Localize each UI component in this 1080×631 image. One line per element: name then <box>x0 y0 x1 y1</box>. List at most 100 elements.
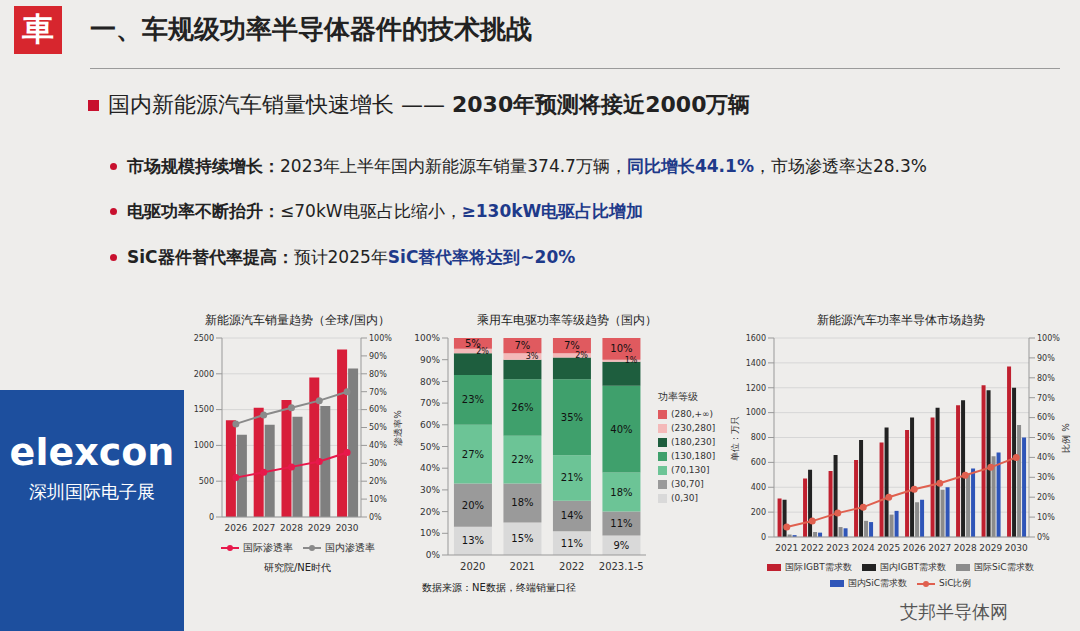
svg-text:0: 0 <box>761 533 766 542</box>
svg-text:80%: 80% <box>1037 374 1055 383</box>
html-text:一、车规级功率半导体器件的技术挑战: 一、车规级功率半导体器件的技术挑战 <box>90 14 532 44</box>
svg-text:23%: 23% <box>462 394 484 405</box>
svg-text:2027: 2027 <box>928 543 951 553</box>
svg-text:2028: 2028 <box>954 543 977 553</box>
svg-text:40%: 40% <box>1037 453 1055 462</box>
svg-text:1000: 1000 <box>194 441 214 450</box>
svg-text:30%: 30% <box>369 459 387 468</box>
svg-text:13%: 13% <box>462 535 484 546</box>
svg-text:1600: 1600 <box>746 334 766 343</box>
html-text:电驱功率不断抬升：≤70kW电驱占比缩小，≥130kW电驱占: 电驱功率不断抬升：≤70kW电驱占比缩小，≥130kW电驱占比增加 <box>127 201 644 221</box>
svg-text:90%: 90% <box>420 355 440 365</box>
svg-text:26%: 26% <box>511 402 533 413</box>
svg-text:2028: 2028 <box>280 523 303 533</box>
svg-text:2023.1-5: 2023.1-5 <box>599 561 644 572</box>
svg-text:5%: 5% <box>465 338 481 349</box>
svg-text:2023: 2023 <box>826 543 849 553</box>
svg-text:10%: 10% <box>420 528 440 538</box>
svg-text:60%: 60% <box>420 420 440 430</box>
svg-text:50%: 50% <box>369 423 387 432</box>
svg-text:2021: 2021 <box>510 561 535 572</box>
svg-text:1%: 1% <box>625 356 638 365</box>
svg-text:90%: 90% <box>1037 354 1055 363</box>
svg-text:1500: 1500 <box>194 405 214 414</box>
html-text:新能源汽车销量趋势（全球/国内）: 新能源汽车销量趋势（全球/国内） <box>205 313 390 327</box>
svg-text:2000: 2000 <box>194 370 214 379</box>
svg-text:27%: 27% <box>462 449 484 460</box>
svg-text:2029: 2029 <box>308 523 331 533</box>
html-text:艾邦半导体网: 艾邦半导体网 <box>900 601 1008 622</box>
svg-text:400: 400 <box>751 483 766 492</box>
svg-text:9%: 9% <box>614 540 630 551</box>
svg-text:40%: 40% <box>610 424 632 435</box>
svg-text:18%: 18% <box>610 487 632 498</box>
svg-text:0%: 0% <box>369 513 382 522</box>
html-text:深圳国际电子展: 深圳国际电子展 <box>29 481 155 502</box>
html-text:SiC器件替代率提高：预计2025年SiC替代率将达到~20: SiC器件替代率提高：预计2025年SiC替代率将达到~20% <box>127 247 576 267</box>
svg-text:800: 800 <box>751 433 766 442</box>
svg-text:50%: 50% <box>1037 433 1055 442</box>
svg-text:90%: 90% <box>369 352 387 361</box>
svg-text:2027: 2027 <box>252 523 275 533</box>
svg-text:3%: 3% <box>526 352 539 361</box>
html-text:市场规模持续增长：2023年上半年国内新能源车销量374.7: 市场规模持续增长：2023年上半年国内新能源车销量374.7万辆，同比增长44.… <box>127 156 927 176</box>
svg-text:70%: 70% <box>369 388 387 397</box>
svg-text:40%: 40% <box>369 441 387 450</box>
svg-text:100%: 100% <box>414 333 440 343</box>
svg-text:80%: 80% <box>420 377 440 387</box>
html-text:elexcon: elexcon <box>9 430 175 474</box>
svg-text:600: 600 <box>751 458 766 467</box>
svg-text:0: 0 <box>209 513 214 522</box>
svg-text:14%: 14% <box>561 510 583 521</box>
svg-text:10%: 10% <box>610 343 632 354</box>
svg-text:20%: 20% <box>420 507 440 517</box>
svg-text:2%: 2% <box>575 351 588 360</box>
svg-text:100%: 100% <box>369 334 392 343</box>
svg-text:2024: 2024 <box>852 543 875 553</box>
svg-text:2029: 2029 <box>979 543 1002 553</box>
svg-text:70%: 70% <box>1037 394 1055 403</box>
svg-text:2026: 2026 <box>903 543 926 553</box>
svg-text:0%: 0% <box>426 550 441 560</box>
svg-text:100%: 100% <box>1037 334 1060 343</box>
svg-text:20%: 20% <box>462 500 484 511</box>
svg-text:20%: 20% <box>369 477 387 486</box>
svg-text:20%: 20% <box>1037 493 1055 502</box>
svg-text:11%: 11% <box>561 538 583 549</box>
svg-text:2022: 2022 <box>801 543 824 553</box>
svg-text:10%: 10% <box>1037 513 1055 522</box>
svg-text:21%: 21% <box>561 472 583 483</box>
svg-text:10%: 10% <box>369 495 387 504</box>
svg-text:2025: 2025 <box>877 543 900 553</box>
svg-text:200: 200 <box>751 508 766 517</box>
svg-text:2020: 2020 <box>460 561 485 572</box>
svg-text:2026: 2026 <box>224 523 247 533</box>
svg-text:2021: 2021 <box>775 543 798 553</box>
svg-text:60%: 60% <box>369 405 387 414</box>
svg-text:30%: 30% <box>420 485 440 495</box>
svg-text:2030: 2030 <box>1005 543 1028 553</box>
html-text:車: 車 <box>22 10 54 48</box>
svg-text:35%: 35% <box>561 412 583 423</box>
svg-text:70%: 70% <box>420 398 440 408</box>
svg-text:0%: 0% <box>1037 533 1050 542</box>
svg-text:30%: 30% <box>1037 473 1055 482</box>
svg-text:2022: 2022 <box>559 561 584 572</box>
svg-text:40%: 40% <box>420 463 440 473</box>
svg-text:7%: 7% <box>564 340 580 351</box>
svg-text:500: 500 <box>199 477 214 486</box>
svg-text:2030: 2030 <box>336 523 359 533</box>
svg-text:1200: 1200 <box>746 384 766 393</box>
svg-text:18%: 18% <box>511 497 533 508</box>
svg-text:1400: 1400 <box>746 359 766 368</box>
svg-text:80%: 80% <box>369 370 387 379</box>
svg-text:2500: 2500 <box>194 334 214 343</box>
svg-text:7%: 7% <box>515 340 531 351</box>
svg-text:22%: 22% <box>511 454 533 465</box>
svg-text:60%: 60% <box>1037 413 1055 422</box>
svg-text:50%: 50% <box>420 442 440 452</box>
svg-text:1000: 1000 <box>746 408 766 417</box>
svg-text:11%: 11% <box>610 518 632 529</box>
html-text:国内新能源汽车销量快速增长 —— 2030年预测将接近200: 国内新能源汽车销量快速增长 —— 2030年预测将接近2000万辆 <box>108 92 751 117</box>
svg-text:15%: 15% <box>511 533 533 544</box>
